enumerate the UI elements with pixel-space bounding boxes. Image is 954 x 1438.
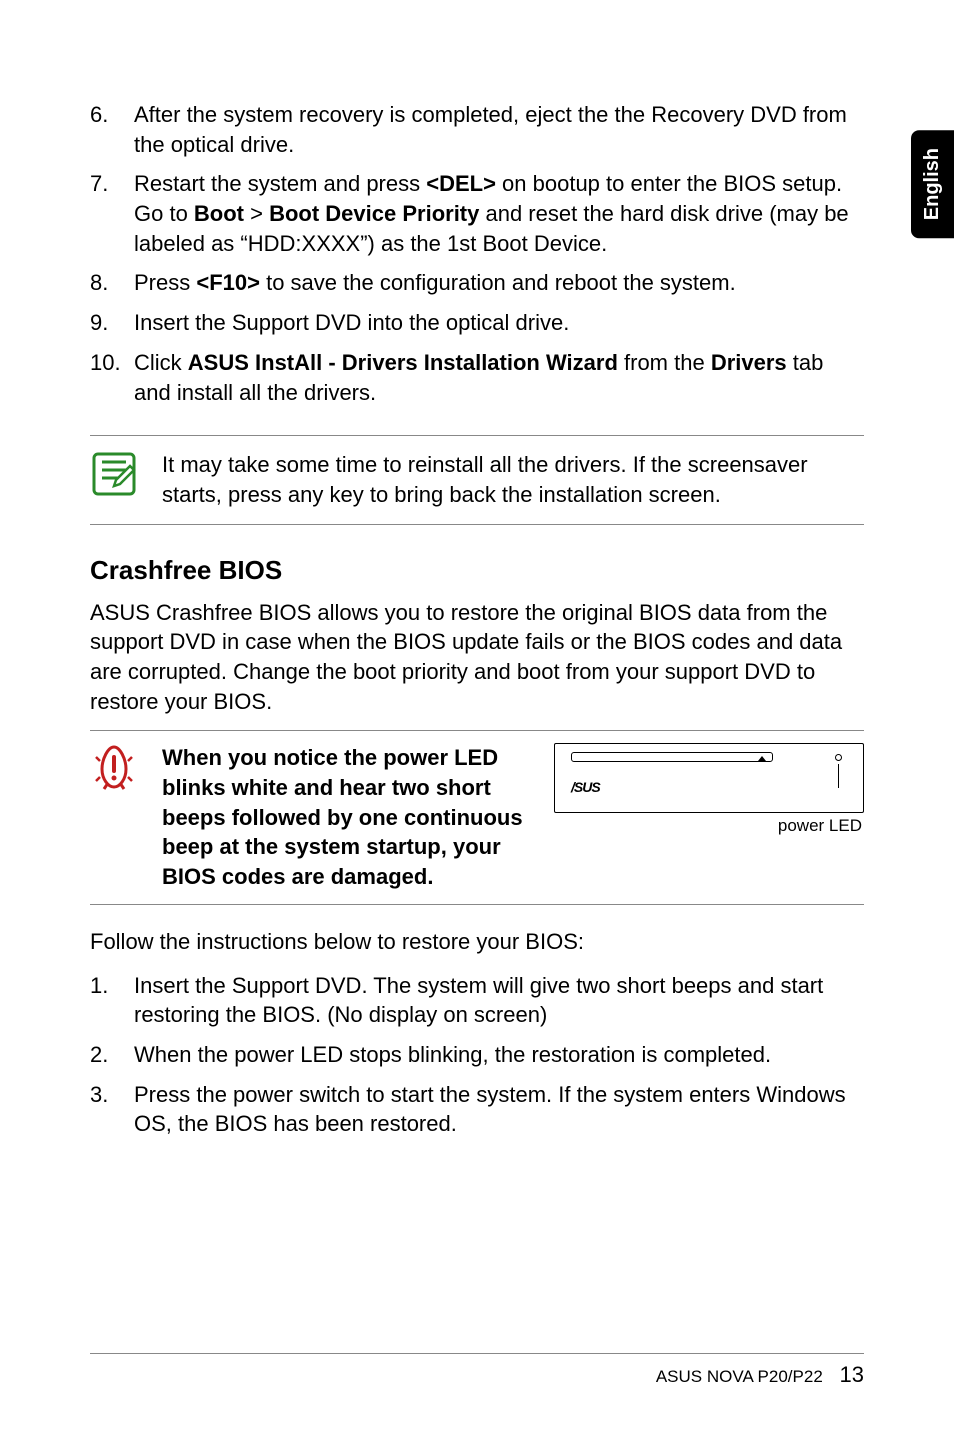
list-item-number: 3. bbox=[90, 1080, 134, 1139]
note-callout: It may take some time to reinstall all t… bbox=[90, 435, 864, 524]
power-led-pointer bbox=[838, 764, 839, 788]
list-item: 3.Press the power switch to start the sy… bbox=[90, 1080, 864, 1139]
list-item: 9.Insert the Support DVD into the optica… bbox=[90, 308, 864, 338]
list-item: 2.When the power LED stops blinking, the… bbox=[90, 1040, 864, 1070]
list-item-number: 10. bbox=[90, 348, 134, 407]
list-item-number: 1. bbox=[90, 971, 134, 1030]
list-item-body: Click ASUS InstAll - Drivers Installatio… bbox=[134, 348, 864, 407]
list-item-body: After the system recovery is completed, … bbox=[134, 100, 864, 159]
list-item-body: Insert the Support DVD. The system will … bbox=[134, 971, 864, 1030]
list-item: 8.Press <F10> to save the configuration … bbox=[90, 268, 864, 298]
page-footer: ASUS NOVA P20/P22 13 bbox=[90, 1353, 864, 1390]
list-item: 6.After the system recovery is completed… bbox=[90, 100, 864, 159]
list-item-number: 8. bbox=[90, 268, 134, 298]
device-diagram: /SUS power LED bbox=[554, 743, 864, 838]
list-item-body: Press <F10> to save the configuration an… bbox=[134, 268, 864, 298]
power-led-label: power LED bbox=[554, 815, 864, 838]
list-item: 1.Insert the Support DVD. The system wil… bbox=[90, 971, 864, 1030]
note-text: It may take some time to reinstall all t… bbox=[162, 450, 864, 509]
list-item: 10.Click ASUS InstAll - Drivers Installa… bbox=[90, 348, 864, 407]
list-item-number: 7. bbox=[90, 169, 134, 258]
footer-page-number: 13 bbox=[840, 1362, 864, 1387]
footer-model: ASUS NOVA P20/P22 bbox=[656, 1367, 823, 1386]
list-item-number: 9. bbox=[90, 308, 134, 338]
list-item-body: Insert the Support DVD into the optical … bbox=[134, 308, 864, 338]
device-logo: /SUS bbox=[571, 778, 600, 797]
optical-slot bbox=[571, 752, 773, 762]
section-paragraph: ASUS Crashfree BIOS allows you to restor… bbox=[90, 598, 864, 717]
list-item: 7.Restart the system and press <DEL> on … bbox=[90, 169, 864, 258]
restore-steps-list: 1.Insert the Support DVD. The system wil… bbox=[90, 971, 864, 1139]
language-tab: English bbox=[911, 130, 954, 238]
note-icon bbox=[90, 450, 138, 498]
list-item-body: When the power LED stops blinking, the r… bbox=[134, 1040, 864, 1070]
list-item-number: 6. bbox=[90, 100, 134, 159]
section-heading-crashfree: Crashfree BIOS bbox=[90, 553, 864, 588]
warning-icon bbox=[90, 743, 138, 791]
warning-callout: /SUS power LED When you notice the power… bbox=[90, 730, 864, 904]
list-item-number: 2. bbox=[90, 1040, 134, 1070]
list-item-body: Restart the system and press <DEL> on bo… bbox=[134, 169, 864, 258]
steps-list-continued: 6.After the system recovery is completed… bbox=[90, 100, 864, 407]
follow-instructions-text: Follow the instructions below to restore… bbox=[90, 927, 864, 957]
power-led-dot bbox=[833, 752, 843, 762]
list-item-body: Press the power switch to start the syst… bbox=[134, 1080, 864, 1139]
